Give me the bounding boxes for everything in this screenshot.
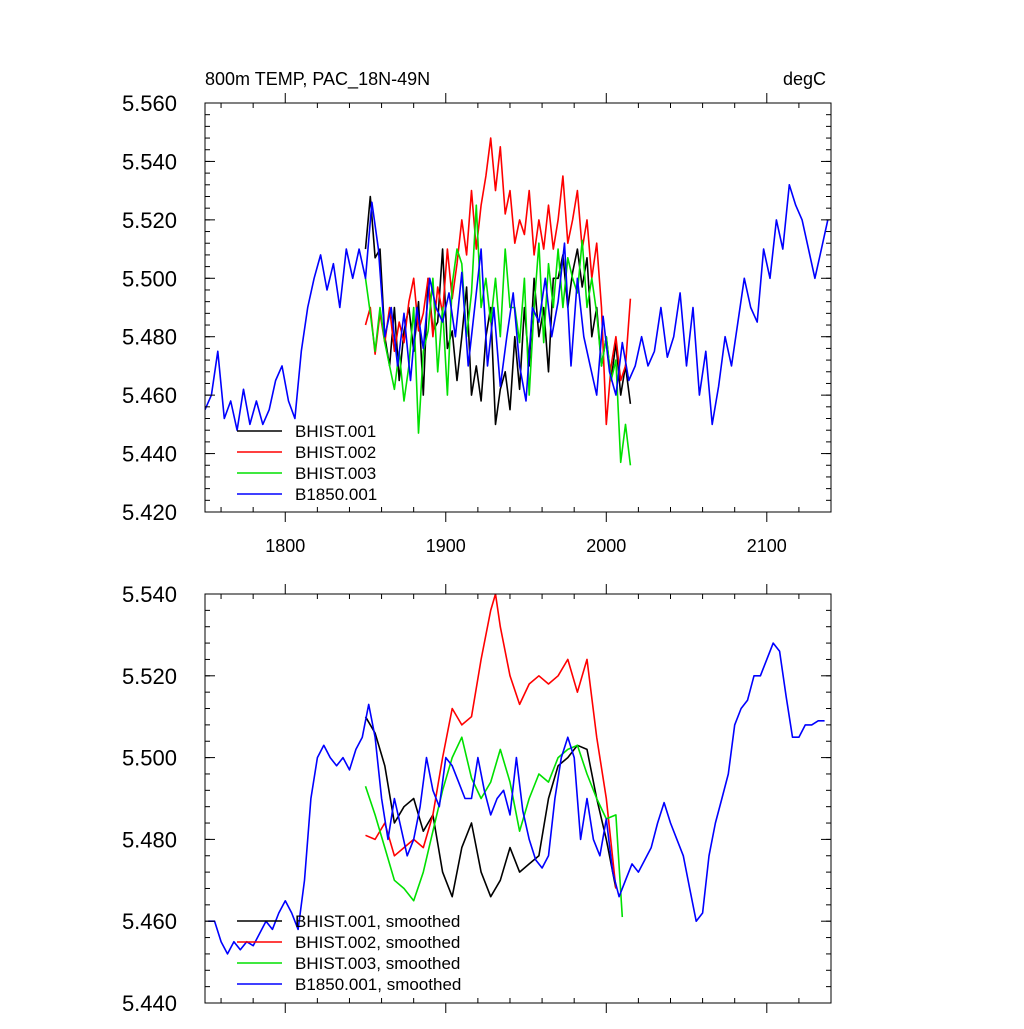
series-line-bhist-001 bbox=[364, 195, 632, 426]
chart-panel-2: 5.440 5.460 5.480 5.500 5.520 5.540 BHIST.001,… bbox=[122, 582, 832, 1016]
y-tick-label: 5.460 bbox=[122, 909, 177, 934]
series-group bbox=[208, 594, 825, 955]
y-tick-label: 5.500 bbox=[122, 266, 177, 291]
y-tick-label: 5.420 bbox=[122, 500, 177, 525]
y-tick-label: 5.540 bbox=[122, 149, 177, 174]
plot-frame bbox=[204, 102, 832, 513]
series-line-bhist-003-smoothed bbox=[364, 736, 624, 918]
legend-label: BHIST.002 bbox=[295, 443, 376, 462]
series-line-b1850-001-smoothed bbox=[208, 642, 825, 955]
y-tick-label: 5.480 bbox=[122, 827, 177, 852]
legend-label: B1850.001 bbox=[295, 485, 377, 504]
y-tick-label: 5.440 bbox=[122, 442, 177, 467]
x-tick-label: 1900 bbox=[426, 536, 466, 556]
series-line-bhist-002-smoothed bbox=[365, 594, 617, 889]
x-tick-label: 1800 bbox=[265, 536, 305, 556]
y-tick-label: 5.440 bbox=[122, 991, 177, 1016]
series-line-bhist-001-smoothed bbox=[364, 716, 617, 898]
y-tick-label: 5.500 bbox=[122, 746, 177, 771]
series-line-bhist-003 bbox=[364, 204, 632, 466]
series-line-b1850-001 bbox=[205, 184, 829, 432]
x-tick-label: 2100 bbox=[747, 536, 787, 556]
legend-label: BHIST.003, smoothed bbox=[295, 954, 460, 973]
legend: BHIST.001, smoothed BHIST.002, smoothed BH… bbox=[237, 912, 461, 994]
y-tick-label: 5.520 bbox=[122, 664, 177, 689]
series-group bbox=[205, 137, 829, 466]
legend-label: BHIST.003 bbox=[295, 464, 376, 483]
legend-label: BHIST.002, smoothed bbox=[295, 933, 460, 952]
y-tick-label: 5.520 bbox=[122, 208, 177, 233]
plot-frame bbox=[204, 593, 832, 1004]
legend-label: B1850.001, smoothed bbox=[295, 975, 461, 994]
legend-label: BHIST.001 bbox=[295, 422, 376, 441]
y-tick-label: 5.480 bbox=[122, 325, 177, 350]
units-label: degC bbox=[783, 69, 826, 89]
series-line-bhist-002 bbox=[364, 137, 632, 426]
legend: BHIST.001 BHIST.002 BHIST.003 B1850.001 bbox=[237, 422, 377, 504]
y-tick-label: 5.460 bbox=[122, 383, 177, 408]
chart-panel-1: 1800 1900 2000 2100 5.420 5.440 5.460 5.480 5.50… bbox=[122, 69, 832, 556]
y-tick-label: 5.560 bbox=[122, 91, 177, 116]
chart-title: 800m TEMP, PAC_18N-49N bbox=[205, 69, 430, 90]
x-tick-label: 2000 bbox=[586, 536, 626, 556]
legend-label: BHIST.001, smoothed bbox=[295, 912, 460, 931]
y-tick-label: 5.540 bbox=[122, 582, 177, 607]
